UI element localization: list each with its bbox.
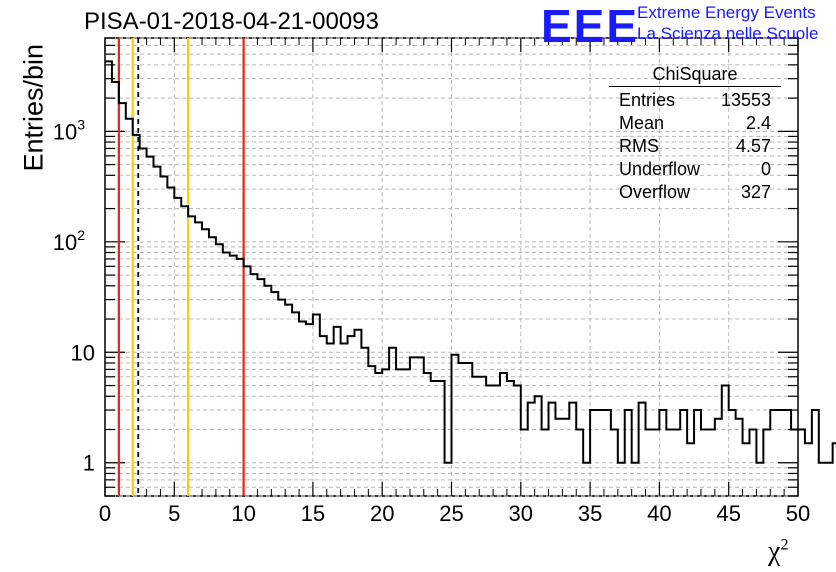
stats-header: ChiSquare — [609, 64, 781, 87]
x-tick-label: 50 — [786, 501, 810, 526]
stats-label: Entries — [619, 90, 676, 110]
stats-row-mean: Mean 2.4 — [609, 112, 781, 135]
x-tick-labels: 0 5 10 15 20 25 30 35 40 45 50 — [99, 501, 810, 526]
y-tick-label: 102 — [53, 227, 85, 255]
stats-label: RMS — [619, 136, 659, 156]
histogram-series — [105, 60, 836, 464]
x-tick-label: 15 — [301, 501, 325, 526]
x-axis-label-base: χ — [768, 536, 781, 567]
stats-label: Mean — [619, 113, 665, 133]
x-tick-label: 40 — [647, 501, 671, 526]
x-tick-label: 45 — [716, 501, 740, 526]
stats-label: Underflow — [619, 159, 701, 179]
y-tick-label: 10 — [71, 340, 95, 365]
logo-line-2: La Scienza nelle Scuole — [637, 24, 819, 43]
x-tick-label: 30 — [509, 501, 533, 526]
y-tick-label: 103 — [53, 116, 85, 144]
stats-value: 2.4 — [745, 113, 771, 133]
y-tick-label: 1 — [83, 451, 95, 476]
stats-row-rms: RMS 4.57 — [609, 135, 781, 158]
x-tick-label: 25 — [439, 501, 463, 526]
x-tick-label: 20 — [370, 501, 394, 526]
stats-row-overflow: Overflow 327 — [609, 181, 781, 204]
y-axis-label: Entries/bin — [18, 43, 49, 172]
x-tick-label: 0 — [99, 501, 111, 526]
eee-logo: EEE — [541, 0, 640, 52]
stats-value: 327 — [740, 182, 771, 202]
stats-label: Overflow — [619, 182, 691, 202]
stats-value: 4.57 — [735, 136, 771, 156]
x-tick-label: 5 — [168, 501, 180, 526]
stats-row-entries: Entries 13553 — [609, 89, 781, 112]
axis-ticks — [104, 37, 799, 497]
x-axis-label-exponent: 2 — [780, 536, 789, 554]
stats-box: ChiSquare Entries 13553 Mean 2.4 RMS 4.57 U… — [609, 64, 781, 204]
logo-line-1: Extreme Energy Events — [637, 3, 816, 22]
reference-lines — [117, 38, 245, 496]
x-tick-label: 35 — [578, 501, 602, 526]
stats-value: 0 — [760, 159, 771, 179]
chart-title: PISA-01-2018-04-21-00093 — [84, 8, 379, 35]
stats-row-underflow: Underflow 0 — [609, 158, 781, 181]
y-tick-labels: 1 10 102 103 — [53, 116, 95, 475]
x-tick-label: 10 — [231, 501, 255, 526]
stats-value: 13553 — [720, 90, 771, 110]
x-axis-label: χ2 — [768, 536, 788, 568]
